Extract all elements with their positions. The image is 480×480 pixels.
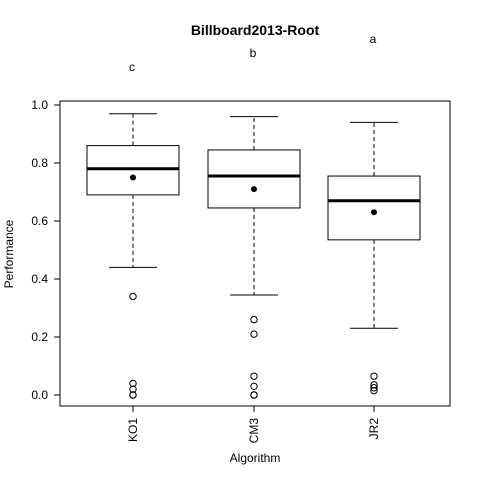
outlier-point xyxy=(250,391,258,399)
outlier-point xyxy=(370,386,378,395)
outlier-point xyxy=(250,330,258,338)
mean-point xyxy=(371,209,377,216)
y-tick-label: 0.0 xyxy=(31,388,48,402)
chart-title: Billboard2013-Root xyxy=(191,22,320,38)
x-tick-label: KO1 xyxy=(126,418,140,442)
outlier-point xyxy=(250,372,258,380)
y-tick-label: 1.0 xyxy=(31,98,48,112)
significance-letter: c xyxy=(129,60,135,74)
outlier-point xyxy=(370,381,378,389)
outlier-point xyxy=(129,385,137,393)
mean-point xyxy=(130,174,136,181)
significance-letter: a xyxy=(370,32,377,46)
y-tick-label: 0.8 xyxy=(31,156,48,170)
outlier-point xyxy=(129,292,137,301)
outlier-point xyxy=(250,315,258,324)
x-tick-label: CM3 xyxy=(247,418,261,444)
x-tick-label: JR2 xyxy=(367,418,381,440)
iqr-box xyxy=(327,175,421,241)
y-axis-label: Performance xyxy=(2,219,16,288)
mean-point xyxy=(251,186,257,193)
significance-letter: b xyxy=(250,46,257,60)
y-tick-label: 0.2 xyxy=(31,330,48,344)
outlier-point xyxy=(250,382,258,390)
y-tick-label: 0.6 xyxy=(31,214,48,228)
plot-frame xyxy=(59,100,451,407)
iqr-box xyxy=(207,149,301,209)
outlier-point xyxy=(370,372,378,380)
y-tick-label: 0.4 xyxy=(31,272,48,286)
outlier-point xyxy=(129,391,137,399)
x-axis-label: Algorithm xyxy=(230,451,281,465)
outlier-point xyxy=(129,379,137,388)
outlier-point xyxy=(370,384,378,392)
